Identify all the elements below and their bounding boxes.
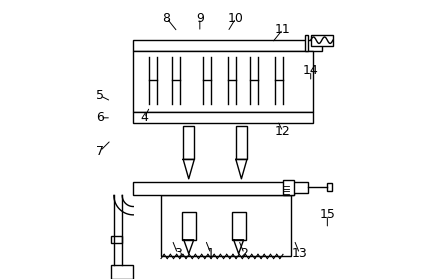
- Text: 2: 2: [240, 247, 248, 260]
- Text: 4: 4: [140, 111, 148, 124]
- Bar: [311, 35, 333, 46]
- Bar: [133, 40, 322, 51]
- Bar: [327, 183, 332, 191]
- Text: 14: 14: [303, 64, 319, 77]
- Text: 3: 3: [174, 247, 182, 260]
- Text: 9: 9: [196, 11, 204, 25]
- Text: 7: 7: [96, 144, 104, 158]
- Bar: [133, 182, 294, 195]
- Text: 6: 6: [96, 111, 104, 124]
- Bar: [305, 35, 308, 51]
- Text: 5: 5: [96, 89, 104, 102]
- Bar: [183, 126, 194, 159]
- Bar: [161, 195, 291, 256]
- Bar: [283, 180, 294, 195]
- Bar: [111, 265, 133, 279]
- Bar: [291, 182, 308, 193]
- Bar: [232, 212, 246, 240]
- Bar: [236, 126, 247, 159]
- Text: 10: 10: [228, 11, 244, 25]
- Bar: [111, 236, 122, 242]
- Text: 1: 1: [207, 247, 215, 260]
- Bar: [133, 51, 313, 112]
- Bar: [182, 212, 196, 240]
- Bar: [133, 112, 313, 123]
- Text: 13: 13: [292, 247, 308, 260]
- Text: 11: 11: [275, 23, 291, 36]
- Text: 15: 15: [319, 208, 335, 221]
- Text: 12: 12: [275, 125, 291, 138]
- Text: 8: 8: [163, 11, 170, 25]
